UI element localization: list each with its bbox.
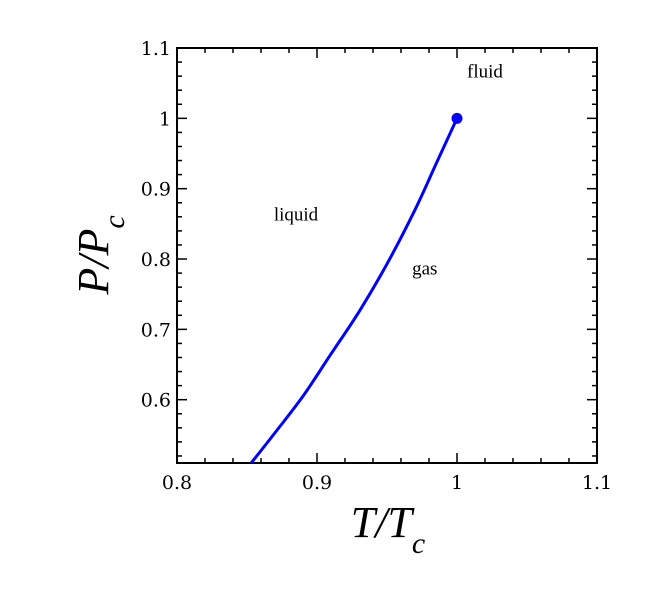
data-series <box>250 112 463 464</box>
y-axis-title-sub: c <box>98 215 131 228</box>
tick-labels: 0.8 0.9 1 1.1 0.6 0.7 0.8 0.9 1 1.1 <box>141 38 612 494</box>
x-tick-label: 0.9 <box>302 472 332 494</box>
region-label-gas: gas <box>412 258 437 279</box>
y-tick-label: 0.7 <box>141 319 171 341</box>
x-tick-label: 1 <box>451 472 463 494</box>
x-axis-title-main: T/T <box>351 498 416 547</box>
coexistence-curve <box>250 117 459 464</box>
x-axis-title: T/Tc <box>351 498 426 560</box>
y-tick-label: 0.6 <box>141 390 171 412</box>
y-tick-label: 1 <box>159 108 171 130</box>
region-labels: fluid liquid gas <box>274 62 504 280</box>
x-tick-label: 0.8 <box>162 472 192 494</box>
x-tick-label: 1.1 <box>582 472 612 494</box>
x-axis-title-sub: c <box>412 527 425 560</box>
y-axis-title: P/Pc <box>69 215 131 295</box>
plot-frame <box>176 47 598 464</box>
y-tick-label: 0.8 <box>141 249 171 271</box>
critical-point-marker <box>451 112 463 124</box>
region-label-liquid: liquid <box>274 204 319 225</box>
y-tick-label: 1.1 <box>141 38 171 60</box>
region-label-fluid: fluid <box>467 62 503 83</box>
y-axis-title-main: P/P <box>69 229 118 296</box>
axis-ticks <box>176 47 598 463</box>
y-tick-label: 0.9 <box>141 179 171 201</box>
